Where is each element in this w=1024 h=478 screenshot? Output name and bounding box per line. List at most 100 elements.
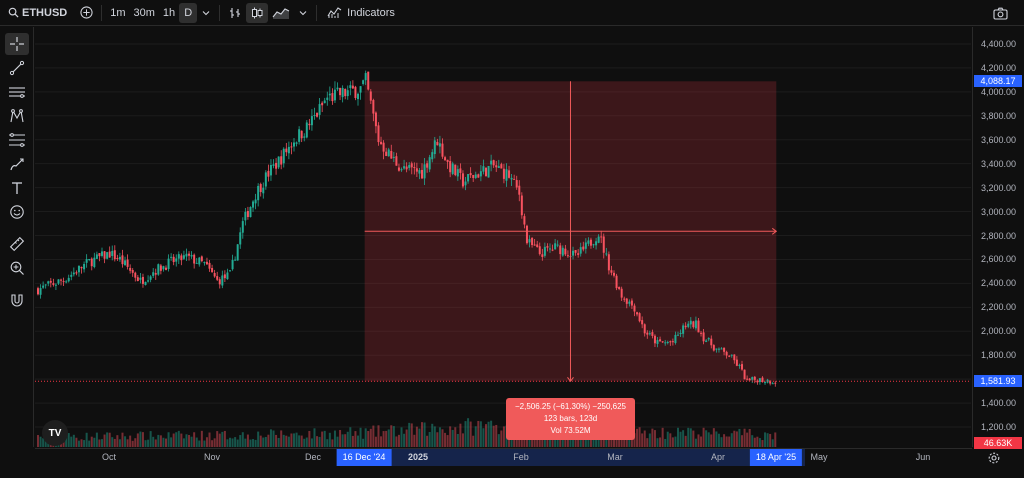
measure-volume-text: Vol 73.52M	[550, 426, 591, 435]
candle-body	[85, 259, 88, 263]
candle-body	[180, 255, 183, 261]
volume-bar	[280, 430, 283, 447]
candle-body	[633, 305, 636, 312]
measure-tool[interactable]	[5, 233, 29, 255]
candle-body	[367, 71, 370, 90]
candle-body	[508, 170, 511, 178]
volume-bar	[710, 434, 713, 447]
measure-time-range	[342, 448, 805, 466]
volume-bar	[211, 440, 214, 447]
candle-body	[513, 178, 516, 180]
volume-bar	[613, 434, 615, 447]
chart-type-dropdown-button[interactable]	[294, 3, 312, 23]
symbol-search[interactable]: ETHUSD	[0, 0, 72, 26]
candle-body	[108, 251, 111, 258]
volume-bar	[551, 433, 554, 447]
candles-chart-type-button[interactable]	[246, 2, 269, 23]
candle-body	[630, 300, 633, 306]
volume-bar	[180, 433, 183, 447]
candle-body	[374, 112, 377, 127]
volume-bar	[403, 433, 406, 447]
magnet-tool[interactable]	[5, 289, 29, 311]
candle-body	[712, 345, 715, 351]
volume-bar	[152, 436, 155, 447]
candle-body	[129, 267, 132, 271]
candle-body	[124, 260, 127, 266]
candle-body	[538, 246, 541, 255]
interval-30m-button[interactable]: 30m	[133, 6, 155, 19]
candle-body	[666, 341, 669, 343]
emoji-tool[interactable]	[5, 201, 29, 223]
pattern-tool[interactable]	[5, 105, 29, 127]
tradingview-logo[interactable]: TV	[42, 420, 68, 446]
volume-bar	[364, 428, 367, 447]
candle-body	[385, 151, 388, 156]
price-axis[interactable]: 4,400.00 4,200.00 4,000.00 3,800.00 3,600.00…	[972, 27, 1024, 449]
volume-bar	[485, 424, 487, 447]
candle-body	[213, 272, 216, 277]
candle-body	[418, 170, 421, 174]
candle-body	[154, 273, 157, 275]
volume-bar	[111, 437, 114, 447]
smile-icon	[10, 205, 24, 219]
volume-bar	[295, 432, 298, 447]
candle-body	[561, 247, 564, 256]
candle-body	[523, 216, 526, 225]
candle-body	[638, 313, 641, 322]
candle-body	[456, 169, 459, 177]
indicators-button[interactable]: Indicators	[321, 3, 401, 23]
candle-body	[349, 85, 352, 89]
candle-body	[167, 258, 170, 270]
volume-bar	[75, 437, 78, 447]
candle-body	[264, 172, 267, 187]
candle-body	[223, 274, 226, 279]
interval-1m-button[interactable]: 1m	[110, 6, 126, 19]
volume-bar	[477, 420, 480, 447]
candle-body	[305, 122, 308, 138]
area-chart-type-button[interactable]	[268, 3, 294, 23]
candle-body	[564, 248, 567, 255]
candle-body	[185, 253, 188, 257]
volume-bar	[167, 432, 170, 447]
candle-body	[182, 255, 185, 259]
interval-d-button[interactable]: D	[179, 2, 198, 23]
interval-dropdown-button[interactable]	[197, 3, 215, 23]
volume-bar	[592, 437, 595, 447]
candle-body	[579, 247, 582, 254]
price-tick-label: 2,000.00	[980, 326, 1016, 337]
candle-body	[57, 279, 60, 284]
horizontal-lines-tool[interactable]	[5, 81, 29, 103]
candle-body	[103, 251, 106, 259]
prediction-tool[interactable]	[5, 129, 29, 151]
trend-line-tool[interactable]	[5, 57, 29, 79]
candle-body	[618, 287, 621, 289]
candle-body	[62, 281, 65, 283]
screenshot-button[interactable]	[989, 3, 1012, 23]
volume-bar	[408, 422, 411, 447]
price-chart[interactable]	[35, 27, 971, 447]
candle-body	[198, 257, 201, 265]
bar-chart-type-button[interactable]	[224, 3, 246, 23]
volume-bar	[454, 427, 457, 447]
time-axis[interactable]: Oct Nov Dec 2025 Feb Mar Apr May Jun 16 Dec '24 18…	[35, 448, 972, 466]
candle-body	[293, 142, 295, 147]
brush-tool[interactable]	[5, 153, 29, 175]
interval-1h-button[interactable]: 1h	[162, 6, 176, 19]
compare-symbol-button[interactable]	[76, 3, 97, 23]
candle-body	[80, 266, 83, 269]
zoom-tool[interactable]	[5, 257, 29, 279]
candle-body	[241, 221, 244, 233]
volume-bar	[139, 431, 142, 447]
top-toolbar: ETHUSD 1m 30m 1h D Indicators	[0, 0, 1024, 26]
candle-body	[208, 262, 211, 269]
crosshair-tool[interactable]	[5, 33, 29, 55]
candle-body	[733, 354, 736, 361]
volume-bar	[259, 435, 262, 447]
volume-bar	[705, 430, 708, 447]
candle-body	[664, 342, 667, 344]
volume-bar	[39, 436, 42, 447]
candle-body	[492, 160, 495, 166]
text-tool[interactable]	[5, 177, 29, 199]
candle-body	[221, 275, 224, 286]
chart-settings-button[interactable]	[988, 451, 1000, 469]
